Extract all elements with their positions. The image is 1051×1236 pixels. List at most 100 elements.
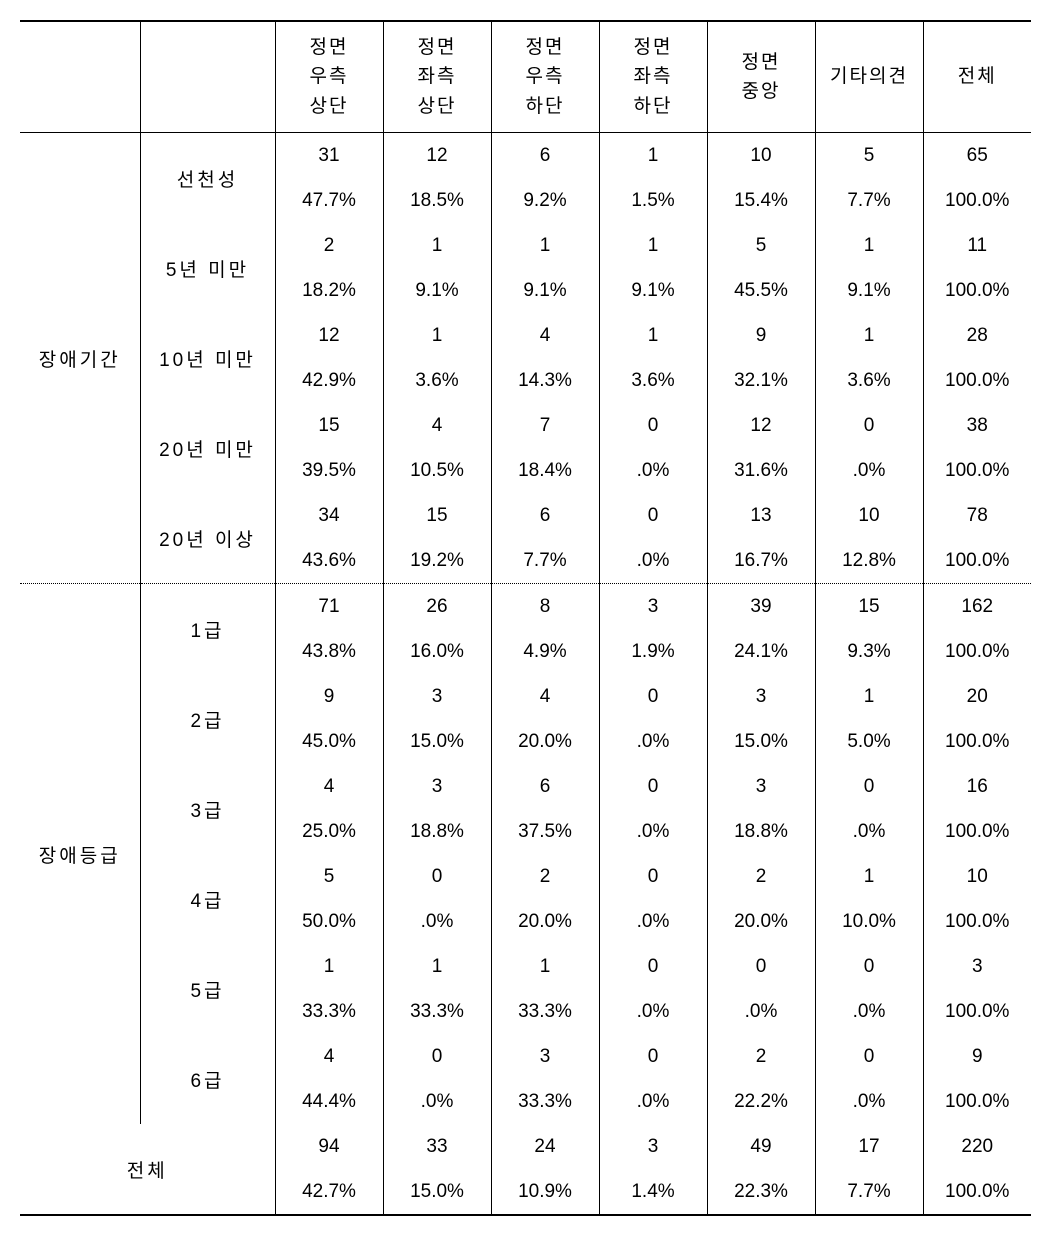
- section-label: 장애등급: [20, 584, 140, 1125]
- pct-cell: 9.1%: [491, 268, 599, 313]
- pct-cell: 33.3%: [383, 989, 491, 1034]
- count-cell: 4: [275, 764, 383, 809]
- total-row: 전체94332434917220: [20, 1124, 1031, 1169]
- count-cell: 1: [815, 223, 923, 268]
- pct-cell: 3.6%: [815, 358, 923, 403]
- count-cell: 3: [491, 1034, 599, 1079]
- pct-cell: 9.3%: [815, 629, 923, 674]
- count-cell: 0: [815, 764, 923, 809]
- count-cell: 15: [815, 584, 923, 630]
- table-row: 장애등급1급7126833915162: [20, 584, 1031, 630]
- count-cell: 0: [599, 854, 707, 899]
- pct-cell: 14.3%: [491, 358, 599, 403]
- pct-cell: 5.0%: [815, 719, 923, 764]
- count-cell: 9: [707, 313, 815, 358]
- count-cell: 0: [599, 493, 707, 538]
- count-cell: 78: [923, 493, 1031, 538]
- table-row: 4급50202110: [20, 854, 1031, 899]
- column-header: 정면우측하단: [491, 21, 599, 133]
- count-cell: 11: [923, 223, 1031, 268]
- pct-cell: 22.2%: [707, 1079, 815, 1124]
- count-cell: 5: [275, 854, 383, 899]
- table-row: 10년 미만121419128: [20, 313, 1031, 358]
- pct-cell: 10.5%: [383, 448, 491, 493]
- count-cell: 1: [383, 223, 491, 268]
- pct-cell: 47.7%: [275, 178, 383, 223]
- pct-cell: 10.0%: [815, 899, 923, 944]
- pct-cell: .0%: [815, 809, 923, 854]
- count-cell: 0: [815, 1034, 923, 1079]
- count-cell: 3: [707, 764, 815, 809]
- count-cell: 6: [491, 764, 599, 809]
- pct-cell: .0%: [599, 809, 707, 854]
- count-cell: 1: [383, 944, 491, 989]
- pct-cell: 9.1%: [383, 268, 491, 313]
- pct-cell: 7.7%: [491, 538, 599, 584]
- count-cell: 3: [707, 674, 815, 719]
- table-row: 장애기간선천성31126110565: [20, 133, 1031, 179]
- pct-cell: 100.0%: [923, 268, 1031, 313]
- count-cell: 15: [275, 403, 383, 448]
- table-row: 5급1110003: [20, 944, 1031, 989]
- pct-cell: 100.0%: [923, 448, 1031, 493]
- row-label: 선천성: [140, 133, 275, 224]
- table-row: 3급43603016: [20, 764, 1031, 809]
- pct-cell: 100.0%: [923, 358, 1031, 403]
- count-cell: 0: [599, 1034, 707, 1079]
- pct-cell: 45.5%: [707, 268, 815, 313]
- total-pct-cell: 42.7%: [275, 1169, 383, 1215]
- pct-cell: 37.5%: [491, 809, 599, 854]
- count-cell: 0: [599, 764, 707, 809]
- pct-cell: .0%: [383, 1079, 491, 1124]
- pct-cell: 1.9%: [599, 629, 707, 674]
- count-cell: 1: [491, 223, 599, 268]
- count-cell: 1: [599, 313, 707, 358]
- count-cell: 162: [923, 584, 1031, 630]
- total-count-cell: 49: [707, 1124, 815, 1169]
- pct-cell: 18.2%: [275, 268, 383, 313]
- pct-cell: 3.6%: [383, 358, 491, 403]
- count-cell: 1: [815, 674, 923, 719]
- count-cell: 1: [491, 944, 599, 989]
- pct-cell: .0%: [383, 899, 491, 944]
- pct-cell: 3.6%: [599, 358, 707, 403]
- pct-cell: 18.8%: [707, 809, 815, 854]
- total-pct-cell: 1.4%: [599, 1169, 707, 1215]
- count-cell: 5: [815, 133, 923, 179]
- row-label: 10년 미만: [140, 313, 275, 403]
- pct-cell: .0%: [599, 1079, 707, 1124]
- pct-cell: 18.4%: [491, 448, 599, 493]
- pct-cell: 15.0%: [383, 719, 491, 764]
- count-cell: 0: [599, 403, 707, 448]
- header-row: 정면우측상단정면좌측상단정면우측하단정면좌측하단정면중앙기타의견전체: [20, 21, 1031, 133]
- pct-cell: 100.0%: [923, 989, 1031, 1034]
- count-cell: 4: [491, 674, 599, 719]
- pct-cell: 44.4%: [275, 1079, 383, 1124]
- pct-cell: 9.2%: [491, 178, 599, 223]
- pct-cell: 16.7%: [707, 538, 815, 584]
- pct-cell: 100.0%: [923, 1079, 1031, 1124]
- column-header: 정면우측상단: [275, 21, 383, 133]
- pct-cell: 15.4%: [707, 178, 815, 223]
- pct-cell: 100.0%: [923, 719, 1031, 764]
- count-cell: 34: [275, 493, 383, 538]
- pct-cell: 25.0%: [275, 809, 383, 854]
- pct-cell: 43.8%: [275, 629, 383, 674]
- pct-cell: 1.5%: [599, 178, 707, 223]
- count-cell: 0: [815, 944, 923, 989]
- count-cell: 1: [815, 313, 923, 358]
- pct-cell: 18.8%: [383, 809, 491, 854]
- row-label: 2급: [140, 674, 275, 764]
- row-label: 3급: [140, 764, 275, 854]
- pct-cell: 100.0%: [923, 629, 1031, 674]
- pct-cell: 24.1%: [707, 629, 815, 674]
- pct-cell: 50.0%: [275, 899, 383, 944]
- pct-cell: 16.0%: [383, 629, 491, 674]
- count-cell: 1: [383, 313, 491, 358]
- total-count-cell: 94: [275, 1124, 383, 1169]
- table-row: 20년 이상341560131078: [20, 493, 1031, 538]
- pct-cell: 43.6%: [275, 538, 383, 584]
- section-label: 장애기간: [20, 133, 140, 584]
- count-cell: 38: [923, 403, 1031, 448]
- count-cell: 3: [923, 944, 1031, 989]
